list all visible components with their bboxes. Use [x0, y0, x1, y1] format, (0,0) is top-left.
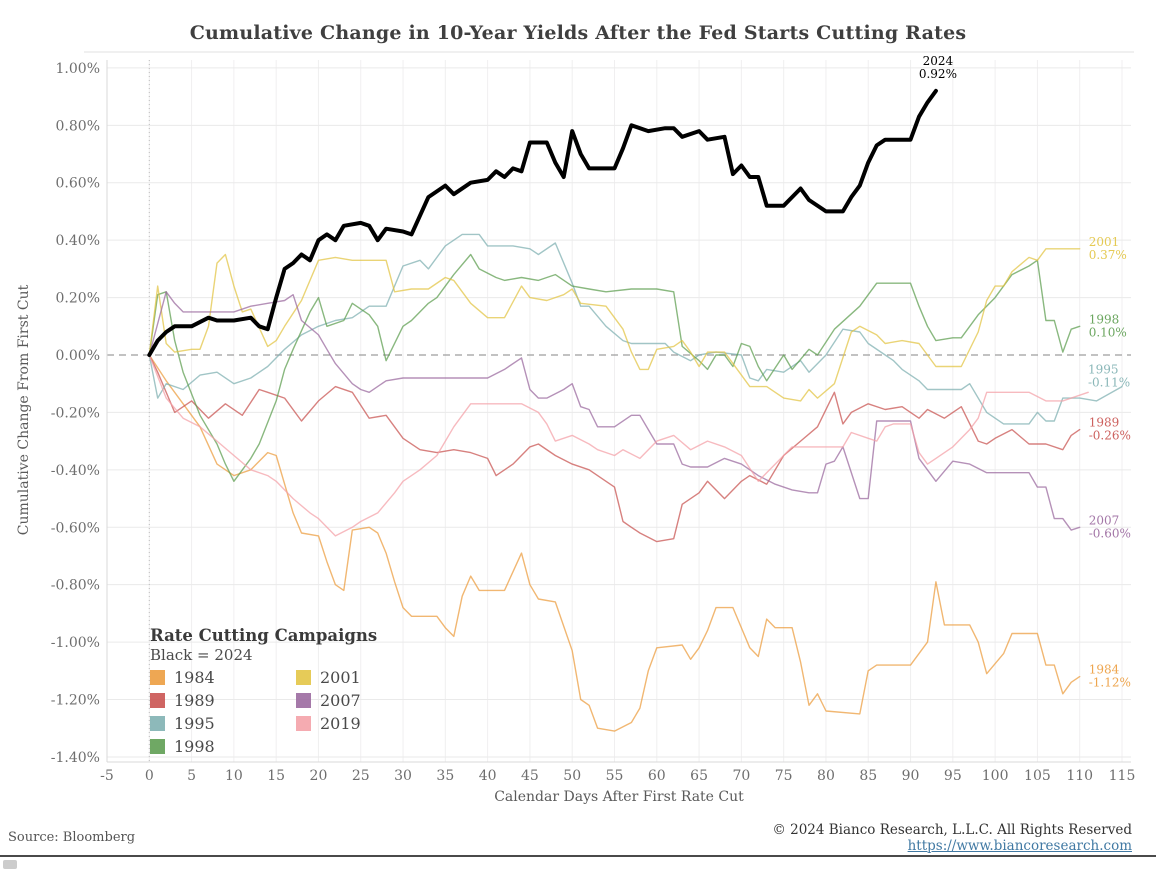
series-end-label-year-1989: 1989: [1089, 416, 1120, 430]
series-line-2024: [147, 88, 938, 357]
series-end-label-year-1984: 1984: [1089, 663, 1120, 677]
copyright-text: © 2024 Bianco Research, L.L.C. All Right…: [772, 822, 1132, 838]
x-tick-label: 60: [648, 768, 666, 784]
legend-item-2019: 2019: [296, 714, 396, 733]
footer-right: © 2024 Bianco Research, L.L.C. All Right…: [772, 819, 1132, 854]
x-tick-label: 75: [775, 768, 793, 784]
x-tick-label: 95: [944, 768, 962, 784]
x-tick-label: 55: [606, 768, 624, 784]
x-tick-label: 90: [902, 768, 920, 784]
legend: Rate Cutting Campaigns Black = 2024 1984…: [150, 626, 396, 756]
legend-column: 1984 1989 1995 1998: [150, 668, 250, 756]
series-end-label-year-2024: 2024: [923, 54, 954, 68]
series-end-label-value-1984: -1.12%: [1089, 676, 1131, 690]
y-tick-label: -0.60%: [51, 520, 100, 536]
x-tick-label: -5: [100, 768, 114, 784]
series-end-label-year-2007: 2007: [1089, 513, 1120, 527]
legend-label-1998: 1998: [174, 737, 215, 756]
legend-item-1995: 1995: [150, 714, 250, 733]
copyright-link[interactable]: https://www.biancoresearch.com: [907, 838, 1132, 855]
series-line-1995: [148, 233, 1123, 425]
legend-label-1989: 1989: [174, 691, 215, 710]
series-end-label-value-2001: 0.37%: [1089, 248, 1127, 262]
corner-artifact: [3, 860, 17, 869]
series-end-label-value-1989: -0.26%: [1089, 429, 1131, 443]
x-tick-label: 80: [817, 768, 835, 784]
legend-item-1989: 1989: [150, 691, 250, 710]
chart-title: Cumulative Change in 10-Year Yields Afte…: [189, 22, 967, 44]
series-end-label-value-1998: 0.10%: [1089, 325, 1127, 339]
series-line-1989: [148, 354, 1081, 543]
legend-label-1995: 1995: [174, 714, 215, 733]
y-axis-title: Cumulative Change From First Cut: [16, 284, 32, 536]
y-tick-label: -0.80%: [51, 578, 100, 594]
x-tick-label: 85: [859, 768, 877, 784]
x-tick-label: 35: [436, 768, 454, 784]
legend-item-1998: 1998: [150, 737, 250, 756]
x-tick-label: 50: [563, 768, 581, 784]
x-tick-label: 100: [982, 768, 1009, 784]
y-tick-label: -1.00%: [51, 635, 100, 651]
y-tick-label: -1.40%: [51, 750, 100, 766]
x-tick-label: 110: [1066, 768, 1093, 784]
x-tick-label: 15: [267, 768, 285, 784]
y-tick-label: 1.00%: [56, 61, 100, 77]
x-tick-label: 40: [479, 768, 497, 784]
y-tick-label: -0.40%: [51, 463, 100, 479]
series-line-2019: [148, 354, 1089, 537]
x-tick-label: 20: [310, 768, 328, 784]
series-end-label-value-1995: -0.11%: [1088, 376, 1130, 390]
x-tick-label: 105: [1024, 768, 1051, 784]
series-end-label-year-1995: 1995: [1088, 363, 1119, 377]
y-tick-label: 0.00%: [56, 348, 100, 364]
x-tick-label: 10: [225, 768, 243, 784]
y-tick-label: 0.20%: [56, 291, 100, 307]
source-text: Source: Bloomberg: [8, 830, 136, 845]
legend-column: 2001 2007 2019: [296, 668, 396, 756]
series-line-2007: [148, 291, 1081, 531]
x-tick-label: 0: [145, 768, 154, 784]
x-tick-label: 45: [521, 768, 539, 784]
x-tick-label: 65: [690, 768, 708, 784]
legend-swatch-1998: [150, 739, 165, 754]
legend-swatch-2001: [296, 670, 311, 685]
footer-rule: [0, 855, 1156, 857]
x-axis-title: Calendar Days After First Rate Cut: [494, 789, 744, 805]
x-tick-label: 70: [732, 768, 750, 784]
legend-label-2007: 2007: [320, 691, 361, 710]
legend-label-2019: 2019: [320, 714, 361, 733]
y-tick-label: -1.20%: [51, 693, 100, 709]
legend-swatch-1984: [150, 670, 165, 685]
legend-item-1984: 1984: [150, 668, 250, 687]
x-tick-label: 115: [1109, 768, 1136, 784]
series-line-1984: [148, 354, 1081, 732]
legend-swatch-2019: [296, 716, 311, 731]
legend-label-2001: 2001: [320, 668, 361, 687]
series-end-label-year-2001: 2001: [1089, 235, 1120, 249]
y-tick-label: 0.40%: [56, 233, 100, 249]
x-tick-label: 30: [394, 768, 412, 784]
x-tick-label: 5: [187, 768, 196, 784]
x-tick-label: 25: [352, 768, 370, 784]
y-tick-label: -0.20%: [51, 405, 100, 421]
legend-item-2007: 2007: [296, 691, 396, 710]
series-end-label-value-2007: -0.60%: [1089, 526, 1131, 540]
legend-swatch-1989: [150, 693, 165, 708]
legend-item-2001: 2001: [296, 668, 396, 687]
y-tick-label: 0.80%: [56, 118, 100, 134]
series-line-2001: [148, 248, 1081, 402]
legend-columns: 1984 1989 1995 1998 2001 2007 2019: [150, 668, 396, 756]
legend-swatch-1995: [150, 716, 165, 731]
legend-title: Rate Cutting Campaigns: [150, 626, 378, 645]
legend-swatch-2007: [296, 693, 311, 708]
legend-subtitle: Black = 2024: [150, 646, 253, 664]
legend-label-1984: 1984: [174, 668, 215, 687]
series-end-label-year-1998: 1998: [1089, 312, 1120, 326]
series-line-1998: [148, 253, 1081, 482]
y-tick-label: 0.60%: [56, 176, 100, 192]
series-end-label-value-2024: 0.92%: [919, 67, 957, 81]
